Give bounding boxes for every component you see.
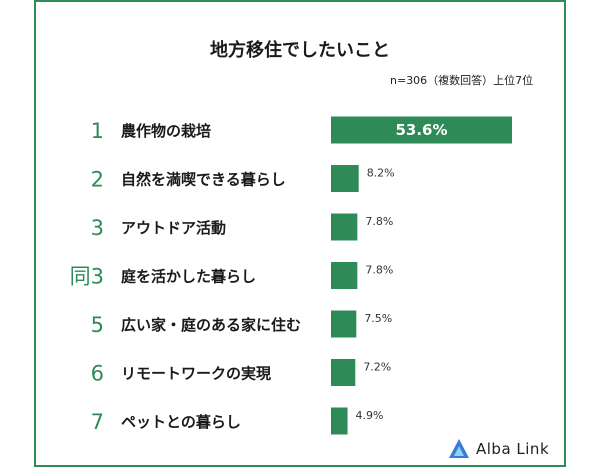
category-label: リモートワークの実現 (121, 365, 271, 383)
rank-label: 3 (91, 216, 104, 240)
rank-label: 6 (91, 362, 104, 386)
value-label: 4.9% (356, 409, 384, 422)
bar (331, 213, 358, 241)
chart-frame (34, 0, 566, 467)
category-label: 庭を活かした暮らし (121, 268, 256, 286)
value-label: 7.5% (364, 312, 392, 325)
rank-label: 5 (91, 313, 104, 337)
rank-label: 1 (91, 119, 104, 143)
value-label: 53.6% (395, 121, 447, 139)
bar (331, 262, 358, 289)
bar (331, 407, 348, 435)
rank-label: 7 (91, 410, 104, 434)
category-label: アウトドア活動 (121, 219, 226, 237)
bar (331, 359, 356, 386)
category-label: ペットとの暮らし (121, 413, 241, 431)
rank-label: 2 (91, 168, 104, 192)
brand-logo: Alba Link (448, 436, 549, 462)
bar (331, 116, 512, 144)
value-label: 7.8% (365, 264, 393, 277)
category-label: 広い家・庭のある家に住む (121, 316, 301, 334)
rank-label: 同3 (70, 265, 104, 289)
category-label: 農作物の栽培 (121, 122, 211, 140)
value-label: 8.2% (367, 167, 395, 180)
value-label: 7.8% (365, 215, 393, 228)
bar (331, 310, 357, 338)
chart-title: 地方移住でしたいこと (210, 40, 390, 61)
value-label: 7.2% (363, 361, 391, 374)
bar (331, 165, 359, 192)
brand-name: Alba Link (476, 440, 550, 458)
alba-link-logo-icon (449, 439, 469, 458)
sample-note: n=306（複数回答）上位7位 (390, 74, 534, 87)
category-label: 自然を満喫できる暮らし (121, 171, 286, 189)
